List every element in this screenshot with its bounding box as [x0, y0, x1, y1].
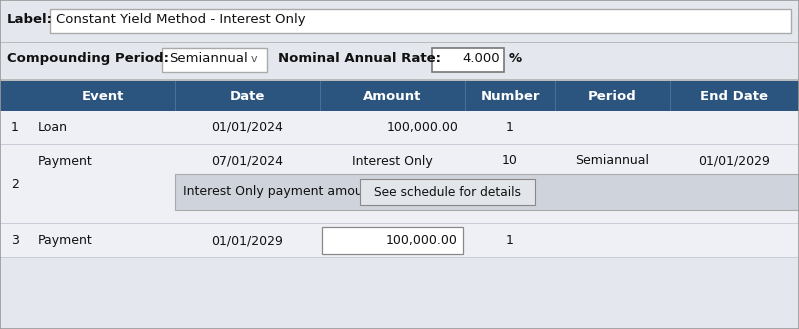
Text: 1: 1	[506, 121, 514, 134]
Text: 4.000: 4.000	[463, 52, 500, 65]
Bar	[432, 48, 504, 72]
Bar	[0, 111, 799, 144]
Bar	[0, 42, 799, 43]
Bar	[320, 81, 321, 111]
Bar	[0, 144, 799, 145]
Text: 1: 1	[506, 234, 514, 247]
Text: %: %	[509, 52, 522, 65]
Text: 100,000.00: 100,000.00	[388, 121, 459, 134]
Bar	[0, 224, 799, 257]
Bar	[0, 43, 799, 78]
Text: Payment: Payment	[38, 234, 93, 247]
Text: Payment: Payment	[38, 155, 93, 167]
Bar	[322, 227, 463, 254]
Text: Constant Yield Method - Interest Only: Constant Yield Method - Interest Only	[56, 13, 306, 26]
Text: v: v	[251, 54, 257, 64]
Text: See schedule for details: See schedule for details	[374, 186, 521, 198]
Text: Compounding Period:: Compounding Period:	[7, 52, 169, 65]
Text: Nominal Annual Rate:: Nominal Annual Rate:	[278, 52, 441, 65]
Bar	[0, 5, 799, 42]
Text: 07/01/2024: 07/01/2024	[212, 155, 284, 167]
Text: Semiannual: Semiannual	[575, 155, 650, 167]
Bar	[670, 81, 671, 111]
Bar	[555, 81, 556, 111]
Bar	[360, 179, 535, 205]
Bar	[0, 81, 799, 111]
Bar	[0, 145, 799, 223]
Text: 3: 3	[11, 234, 19, 247]
Text: Loan: Loan	[38, 121, 68, 134]
Bar	[0, 257, 799, 258]
Text: Amount: Amount	[364, 89, 422, 103]
Text: 01/01/2029: 01/01/2029	[212, 234, 284, 247]
Text: Event: Event	[81, 89, 124, 103]
Text: 01/01/2024: 01/01/2024	[212, 121, 284, 134]
Bar	[175, 81, 176, 111]
Text: 01/01/2029: 01/01/2029	[698, 155, 770, 167]
Text: Date: Date	[230, 89, 265, 103]
Text: Interest Only payment amount:: Interest Only payment amount:	[183, 186, 380, 198]
Text: Period: Period	[588, 89, 637, 103]
Text: Label:: Label:	[7, 13, 53, 26]
Text: 100,000.00: 100,000.00	[386, 234, 458, 247]
Bar	[175, 174, 799, 210]
Text: 10: 10	[502, 155, 518, 167]
Text: 2: 2	[11, 178, 19, 190]
Text: Interest Only: Interest Only	[352, 155, 433, 167]
Text: Semiannual: Semiannual	[169, 52, 248, 65]
Bar	[162, 48, 267, 72]
Text: 1: 1	[11, 121, 19, 134]
Bar	[0, 258, 799, 329]
Bar	[0, 79, 799, 81]
Bar	[50, 9, 791, 33]
Bar	[0, 223, 799, 224]
Bar	[465, 81, 466, 111]
Text: End Date: End Date	[701, 89, 769, 103]
Text: Number: Number	[480, 89, 540, 103]
